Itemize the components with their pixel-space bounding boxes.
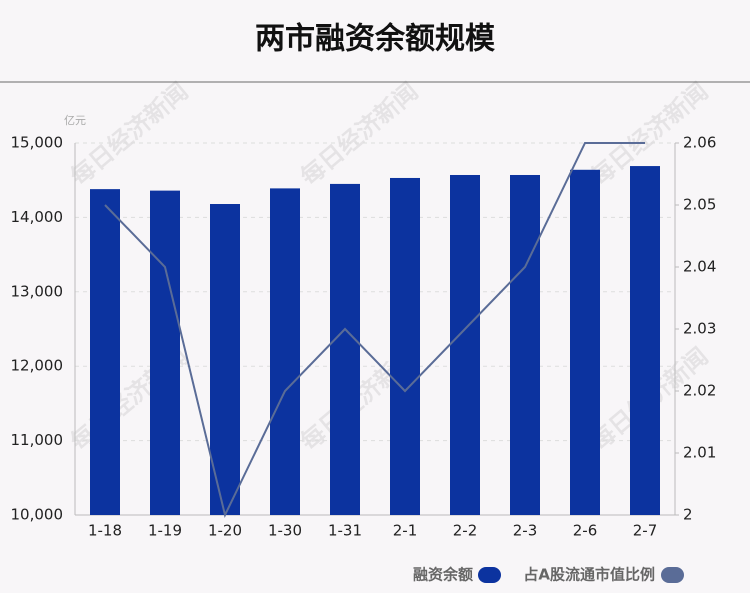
y-unit: 亿元 [64, 114, 86, 127]
bar [330, 183, 360, 516]
y2-tick-label: 2.05 [683, 196, 716, 214]
y-tick-label: 14,000 [11, 208, 64, 226]
legend-swatch [661, 567, 684, 583]
legend-label: 融资余额 [413, 566, 473, 584]
x-tick-label: 1-20 [208, 522, 242, 540]
y-tick-label: 12,000 [11, 357, 64, 375]
bar [390, 177, 420, 515]
y2-tick-label: 2.03 [683, 320, 716, 338]
bar [210, 204, 240, 515]
bar [570, 169, 600, 515]
legend-label: 占A股流通市值比例 [523, 566, 655, 584]
x-tick-label: 1-30 [268, 522, 302, 540]
y-tick-label: 10,000 [11, 506, 64, 524]
y-tick-label: 13,000 [11, 282, 64, 300]
legend-swatch [478, 567, 501, 583]
y-tick-label: 15,000 [11, 134, 64, 152]
bar [90, 189, 120, 516]
x-tick-label: 1-18 [88, 522, 122, 540]
bar [270, 188, 300, 515]
y2-tick-label: 2.01 [683, 444, 716, 462]
bar [450, 174, 480, 515]
watermark: 每日经济新闻 [65, 77, 193, 191]
bar [510, 174, 540, 515]
x-tick-label: 2-6 [573, 522, 598, 540]
y2-tick-label: 2.04 [683, 258, 716, 276]
y2-tick-label: 2 [683, 506, 693, 524]
watermark: 每日经济新闻 [295, 77, 423, 191]
bar [150, 190, 180, 515]
x-tick-label: 1-19 [148, 522, 182, 540]
x-tick-label: 2-2 [453, 522, 478, 540]
chart-title: 两市融资余额规模 [255, 22, 495, 57]
y2-tick-label: 2.06 [683, 134, 716, 152]
x-tick-label: 2-7 [633, 522, 658, 540]
x-tick-label: 2-1 [393, 522, 418, 540]
line [104, 142, 645, 518]
x-tick-label: 2-3 [513, 522, 538, 540]
x-tick-label: 1-31 [328, 522, 362, 540]
y2-tick-label: 2.02 [683, 382, 716, 400]
bar [630, 166, 660, 515]
y-tick-label: 11,000 [11, 431, 64, 449]
